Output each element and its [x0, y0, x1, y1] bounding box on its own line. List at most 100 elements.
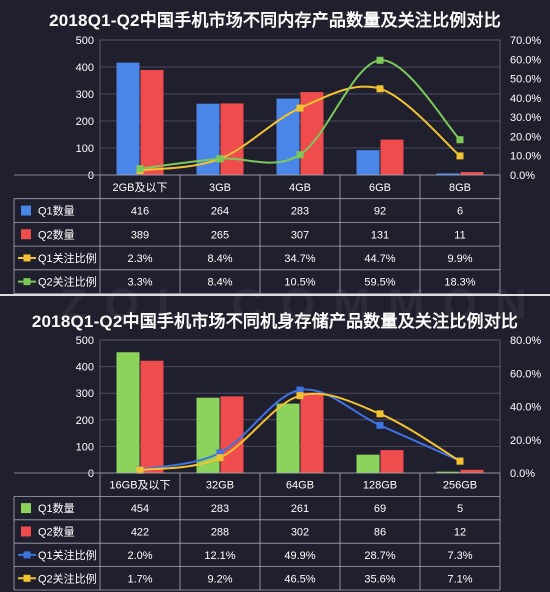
legend-swatch [21, 503, 31, 514]
data-label: 12.1% [204, 550, 235, 562]
data-label: 7.1% [447, 573, 472, 585]
y-tick-label: 500 [76, 35, 94, 47]
data-label: 5 [457, 503, 463, 515]
legend-label: Q2数量 [38, 228, 75, 241]
x-tick-label: 128GB [363, 480, 397, 492]
bar [196, 103, 220, 175]
y2-tick-label: 10.0% [510, 151, 541, 163]
line-point [456, 136, 464, 144]
data-label: 288 [211, 527, 229, 539]
x-tick-label: 6GB [369, 182, 391, 194]
data-label: 307 [291, 229, 309, 241]
data-label: 454 [131, 503, 149, 515]
data-label: 283 [211, 503, 229, 515]
y-tick-label: 0 [88, 170, 94, 182]
line-point [456, 457, 464, 465]
line-point [216, 454, 224, 462]
memory-chart-panel: 2018Q1-Q2中国手机市场不同内存产品数量及关注比例对比 0 100 200 30… [0, 0, 550, 295]
data-label: 49.9% [284, 550, 315, 562]
bar [220, 396, 244, 473]
y2-tick-label: 40.0% [510, 93, 541, 105]
data-label: 46.5% [284, 573, 315, 585]
data-label: 11 [454, 229, 465, 241]
y-tick-label: 400 [76, 62, 94, 74]
bar [460, 172, 484, 175]
line-point [376, 421, 384, 429]
data-label: 9.2% [207, 573, 232, 585]
x-tick-label: 4GB [289, 182, 311, 194]
data-label: 34.7% [284, 253, 315, 265]
x-tick-label: 16GB及以下 [109, 480, 170, 492]
line-point [216, 449, 224, 457]
bar [140, 69, 164, 175]
data-label: 6 [457, 206, 463, 218]
y-tick-label: 100 [76, 441, 94, 453]
bar [356, 454, 380, 473]
data-label: 69 [374, 503, 386, 515]
legend-label: Q2关注比例 [38, 571, 97, 585]
x-tick-label: 64GB [286, 480, 314, 492]
y2-tick-label: 40.0% [510, 402, 541, 414]
data-label: 7.3% [447, 550, 472, 562]
data-label: 131 [371, 229, 389, 241]
y2-tick-label: 30.0% [510, 112, 541, 124]
y-tick-label: 0 [88, 468, 94, 480]
y-tick-label: 500 [76, 335, 94, 347]
data-label: 9.9% [447, 253, 472, 265]
data-label: 265 [211, 229, 229, 241]
series-line [139, 59, 461, 170]
bar [356, 150, 380, 175]
data-label: 35.6% [364, 573, 395, 585]
data-label: 261 [291, 503, 309, 515]
x-tick-label: 2GB及以下 [112, 182, 167, 194]
data-label: 18.3% [444, 277, 475, 289]
legend-label: Q2关注比例 [38, 275, 97, 289]
line-point [456, 152, 464, 160]
line-point [296, 392, 304, 400]
x-tick-label: 256GB [443, 480, 477, 492]
y-tick-label: 100 [76, 143, 94, 155]
legend-marker [23, 574, 31, 582]
bar [276, 403, 300, 473]
line-point [376, 410, 384, 418]
y2-tick-label: 20.0% [510, 131, 541, 143]
data-label: 1.7% [127, 573, 152, 585]
y2-tick-label: 0.0% [510, 468, 535, 480]
data-label: 2.3% [127, 253, 152, 265]
panel-divider [0, 294, 550, 296]
bar [300, 92, 324, 175]
data-label: 283 [291, 206, 309, 218]
y-tick-label: 300 [76, 388, 94, 400]
legend-swatch [21, 205, 31, 216]
data-label: 264 [211, 206, 229, 218]
x-tick-label: 8GB [449, 182, 471, 194]
legend-label: Q1数量 [38, 502, 75, 515]
data-label: 416 [131, 206, 149, 218]
storage-chart: 0 100 200 300 400 500 0.0% 20.0% 40.0% 60.0% 80.0%… [13, 335, 541, 591]
y-tick-label: 200 [76, 415, 94, 427]
data-label: 422 [131, 527, 149, 539]
line-point [136, 466, 144, 474]
bar [140, 360, 164, 473]
bar [116, 62, 140, 175]
legend-marker [23, 254, 31, 262]
line-point [216, 155, 224, 163]
bar [436, 173, 460, 175]
y2-tick-label: 0.0% [510, 170, 535, 182]
data-label: 10.5% [284, 277, 315, 289]
legend-label: Q1关注比例 [38, 548, 97, 562]
y2-tick-label: 50.0% [510, 74, 541, 86]
watermark-text: ZOL COMMON [60, 280, 545, 329]
legend-label: Q1数量 [38, 205, 75, 218]
line-point [376, 85, 384, 93]
bar [380, 139, 404, 175]
bar [380, 450, 404, 473]
line-point [296, 386, 304, 394]
bar [116, 352, 140, 473]
data-label: 12 [454, 527, 466, 539]
data-label: 302 [291, 527, 309, 539]
storage-chart-panel: 2018Q1-Q2中国手机市场不同机身存储产品数量及关注比例对比 0 100 200… [0, 297, 550, 592]
y2-tick-label: 80.0% [510, 335, 541, 347]
x-tick-label: 3GB [209, 182, 231, 194]
y2-tick-label: 60.0% [510, 54, 541, 66]
